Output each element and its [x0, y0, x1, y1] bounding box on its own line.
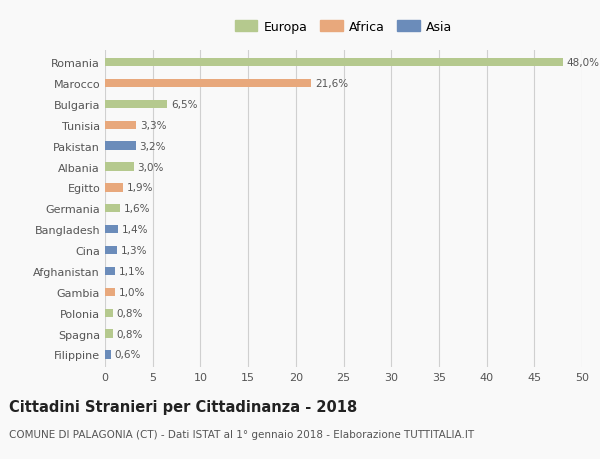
Text: COMUNE DI PALAGONIA (CT) - Dati ISTAT al 1° gennaio 2018 - Elaborazione TUTTITAL: COMUNE DI PALAGONIA (CT) - Dati ISTAT al…	[9, 429, 474, 439]
Text: 6,5%: 6,5%	[171, 100, 197, 110]
Bar	[105, 121, 136, 129]
Bar	[105, 330, 113, 338]
Text: Cittadini Stranieri per Cittadinanza - 2018: Cittadini Stranieri per Cittadinanza - 2…	[9, 399, 357, 414]
Text: 3,3%: 3,3%	[140, 121, 167, 130]
Text: 1,1%: 1,1%	[119, 266, 146, 276]
Bar	[105, 184, 123, 192]
Bar	[105, 59, 563, 67]
Bar	[105, 351, 111, 359]
Bar	[105, 163, 134, 171]
Text: 3,0%: 3,0%	[137, 162, 164, 172]
Bar	[105, 142, 136, 151]
Text: 1,9%: 1,9%	[127, 183, 154, 193]
Bar	[105, 267, 115, 275]
Bar	[105, 101, 167, 109]
Bar	[105, 80, 311, 88]
Bar	[105, 309, 113, 317]
Text: 0,6%: 0,6%	[115, 350, 141, 360]
Text: 3,2%: 3,2%	[139, 141, 166, 151]
Text: 0,8%: 0,8%	[116, 329, 143, 339]
Bar	[105, 246, 118, 255]
Bar	[105, 225, 118, 234]
Legend: Europa, Africa, Asia: Europa, Africa, Asia	[230, 16, 457, 39]
Text: 0,8%: 0,8%	[116, 308, 143, 318]
Text: 21,6%: 21,6%	[315, 79, 348, 89]
Bar	[105, 288, 115, 297]
Text: 1,0%: 1,0%	[118, 287, 145, 297]
Text: 1,6%: 1,6%	[124, 204, 151, 214]
Bar	[105, 205, 120, 213]
Text: 1,3%: 1,3%	[121, 246, 148, 256]
Text: 48,0%: 48,0%	[567, 58, 600, 68]
Text: 1,4%: 1,4%	[122, 225, 149, 235]
